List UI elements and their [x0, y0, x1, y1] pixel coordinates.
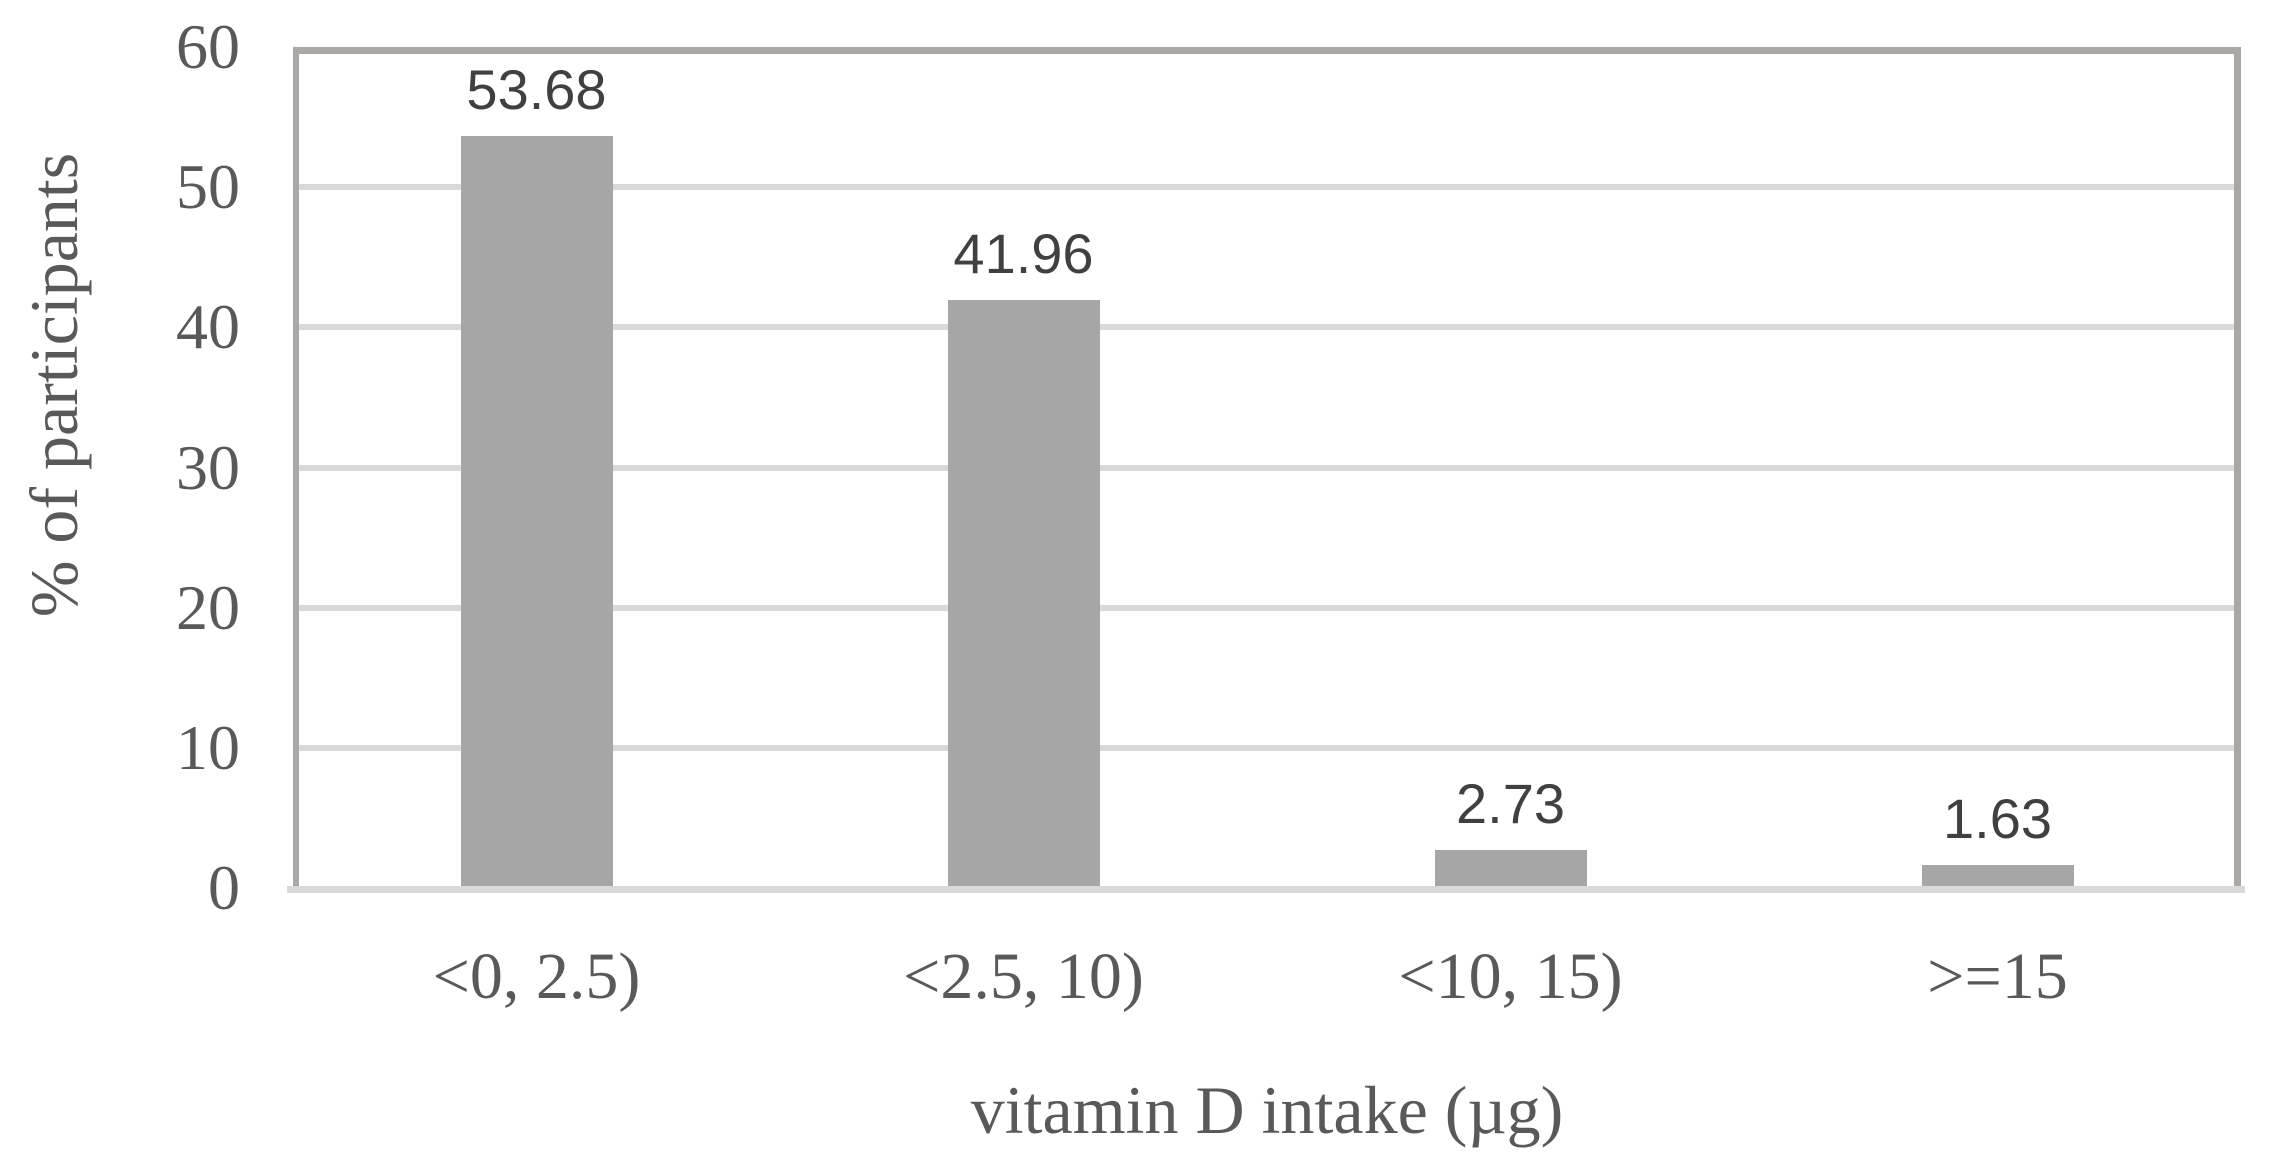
bar-value-label: 53.68: [466, 57, 607, 121]
y-tick-label: 40: [176, 291, 240, 363]
x-tick-label: >=15: [1927, 940, 2068, 1013]
y-tick-label: 20: [176, 571, 240, 643]
y-tick-label: 30: [176, 431, 240, 503]
gridline: [293, 324, 2241, 331]
plot-area: 53.68 41.96 2.73 1.63: [293, 47, 2241, 888]
y-tick-label: 0: [208, 852, 240, 923]
x-tick-label: <2.5, 10): [903, 940, 1144, 1013]
gridline: [293, 464, 2241, 471]
bar: [1434, 849, 1587, 888]
y-axis-tick-labels: 0 10 20 30 40 50 60: [0, 15, 240, 920]
x-axis-line: [287, 886, 2245, 893]
gridline: [293, 604, 2241, 611]
x-tick-label: <10, 15): [1398, 940, 1623, 1013]
bar: [1921, 865, 2074, 888]
x-tick-label: <0, 2.5): [432, 940, 641, 1013]
y-tick-label: 10: [176, 711, 240, 783]
bar: [460, 135, 613, 888]
x-axis-tick-labels: <0, 2.5) <2.5, 10) <10, 15) >=15: [293, 944, 2241, 1034]
bar-value-label: 2.73: [1456, 771, 1565, 835]
gridline: [293, 744, 2241, 751]
bar: [947, 299, 1100, 888]
bar-value-label: 1.63: [1943, 787, 2052, 851]
y-tick-label: 60: [176, 11, 240, 82]
x-axis-title: vitamin D intake (µg): [970, 1072, 1564, 1148]
bar-value-label: 41.96: [953, 221, 1094, 285]
y-tick-label: 50: [176, 151, 240, 223]
gridline: [293, 184, 2241, 191]
